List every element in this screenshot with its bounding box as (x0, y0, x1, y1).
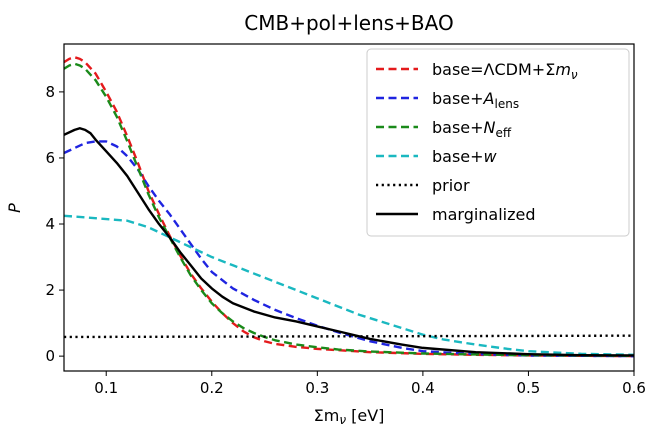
x-axis-label-main: Σm (314, 406, 340, 425)
plot-frame (63, 43, 635, 372)
x-tick-label-3: 0.4 (411, 379, 435, 397)
legend-frame (366, 48, 630, 237)
y-tick-label-2: 4 (45, 215, 55, 233)
x-axis-label: Σmν [eV] (314, 406, 385, 427)
x-axis-label-unit: [eV] (346, 406, 384, 425)
series-line-5 (63, 127, 635, 357)
x-axis: 0.1 0.2 0.3 0.4 0.5 0.6 (94, 371, 646, 397)
legend: base=ΛCDM+Σmν base+Alens base+Neff base+w pr… (366, 48, 630, 237)
y-axis-label: P (5, 203, 24, 213)
x-tick-label-2: 0.3 (305, 379, 329, 397)
legend-label-4: prior (432, 176, 470, 195)
legend-label-3: base+w (432, 147, 498, 166)
x-axis-label-sub: ν (339, 413, 346, 427)
y-tick-label-1: 2 (45, 281, 55, 299)
y-axis: 0 2 4 6 8 (45, 83, 64, 365)
y-tick-label-0: 0 (45, 347, 55, 365)
plot-area (63, 56, 635, 358)
y-tick-label-3: 6 (45, 149, 55, 167)
x-tick-label-4: 0.5 (517, 379, 541, 397)
series-line-4 (63, 334, 635, 339)
y-tick-label-4: 8 (45, 83, 55, 101)
x-tick-label-1: 0.2 (200, 379, 224, 397)
series-line-1 (63, 140, 635, 358)
x-tick-label-0: 0.1 (94, 379, 118, 397)
legend-label-5: marginalized (432, 205, 536, 224)
x-tick-label-5: 0.6 (622, 379, 646, 397)
chart-title: CMB+pol+lens+BAO (244, 11, 453, 35)
legend-label-0: base=ΛCDM+Σmν (432, 60, 578, 82)
legend-label-1: base+Alens (432, 89, 519, 111)
series-line-2 (63, 62, 635, 358)
legend-label-2: base+Neff (432, 118, 512, 140)
series-line-3 (63, 214, 635, 357)
